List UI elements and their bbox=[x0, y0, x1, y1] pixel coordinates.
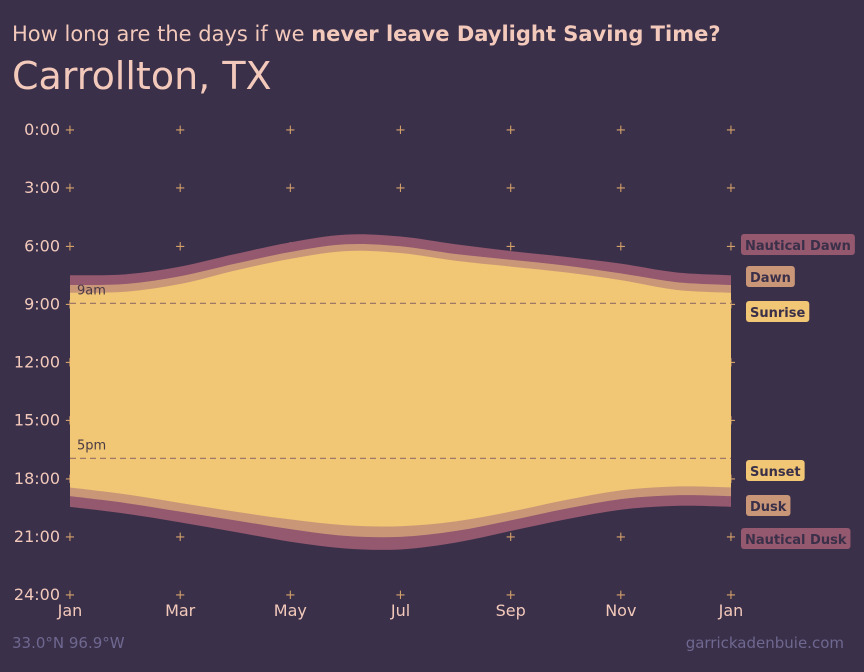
series-label-text: Nautical Dusk bbox=[745, 533, 847, 548]
series-label-box bbox=[741, 528, 851, 549]
subtitle-plain: How long are the days if we bbox=[12, 22, 312, 46]
series-label-dawn: Dawn bbox=[746, 266, 795, 287]
grid-marker: + bbox=[615, 123, 626, 138]
grid-marker: + bbox=[505, 588, 516, 603]
series-label-text: Nautical Dawn bbox=[745, 239, 851, 254]
reference-lines: 9am 5pm bbox=[70, 283, 731, 460]
series-label-text: Dawn bbox=[750, 271, 791, 286]
credit-link[interactable]: garrickadenbuie.com bbox=[685, 634, 844, 652]
y-tick-label: 18:00 bbox=[14, 469, 60, 488]
grid-marker: + bbox=[65, 239, 76, 254]
chart-title: Carrollton, TX bbox=[12, 54, 272, 98]
series-label-box bbox=[746, 495, 791, 516]
y-tick-label: 6:00 bbox=[24, 236, 60, 255]
x-axis: Jan Mar May Jul Sep Nov Jan bbox=[57, 601, 744, 620]
y-tick-label: 15:00 bbox=[14, 411, 60, 430]
chart-subtitle: How long are the days if we never leave … bbox=[12, 22, 721, 46]
series-label-text: Sunset bbox=[750, 465, 801, 480]
x-tick-label: Jan bbox=[718, 601, 744, 620]
series-label-dusk: Dusk bbox=[746, 495, 791, 516]
series-label-text: Sunrise bbox=[750, 306, 805, 321]
series-label-box bbox=[746, 301, 810, 322]
grid-marker: + bbox=[726, 181, 737, 196]
grid-marker: + bbox=[65, 530, 76, 545]
y-tick-label: 9:00 bbox=[24, 294, 60, 313]
grid-marker: + bbox=[285, 588, 296, 603]
grid-marker: + bbox=[505, 239, 516, 254]
grid-marker: + bbox=[285, 181, 296, 196]
grid-marker: + bbox=[505, 181, 516, 196]
grid-marker: + bbox=[175, 123, 186, 138]
grid-marker: + bbox=[175, 181, 186, 196]
grid-marker: + bbox=[175, 530, 186, 545]
series-label-box bbox=[741, 234, 855, 255]
grid-marker: + bbox=[615, 239, 626, 254]
grid-marker: + bbox=[175, 588, 186, 603]
x-tick-label: Mar bbox=[165, 601, 196, 620]
x-tick-label: Nov bbox=[605, 601, 636, 620]
y-tick-label: 3:00 bbox=[24, 178, 60, 197]
series-label-box bbox=[746, 460, 805, 481]
daylight-band bbox=[70, 250, 731, 527]
grid-marker: + bbox=[615, 588, 626, 603]
series-label-box bbox=[746, 266, 795, 287]
y-tick-label: 12:00 bbox=[14, 353, 60, 372]
grid-marker: + bbox=[615, 181, 626, 196]
x-tick-label: Jul bbox=[390, 601, 410, 620]
series-label-text: Dusk bbox=[750, 500, 787, 515]
series-label-sunset: Sunset bbox=[746, 460, 805, 481]
grid-marker: + bbox=[395, 181, 406, 196]
grid-marker: + bbox=[65, 123, 76, 138]
x-tick-label: Sep bbox=[496, 601, 526, 620]
grid-marker: + bbox=[395, 123, 406, 138]
grid-marker: + bbox=[175, 239, 186, 254]
location-coordinates: 33.0°N 96.9°W bbox=[12, 634, 125, 652]
x-tick-label: Jan bbox=[57, 601, 83, 620]
grid-marker: + bbox=[726, 530, 737, 545]
reference-line-label: 9am bbox=[77, 283, 106, 298]
grid-marker: + bbox=[395, 588, 406, 603]
y-tick-label: 21:00 bbox=[14, 527, 60, 546]
series-label-sunrise: Sunrise bbox=[746, 301, 810, 322]
grid-marker: + bbox=[615, 530, 626, 545]
grid-marker: + bbox=[726, 239, 737, 254]
grid-marker: + bbox=[65, 181, 76, 196]
x-tick-label: May bbox=[274, 601, 307, 620]
grid-marker: + bbox=[726, 588, 737, 603]
grid-marker: + bbox=[285, 123, 296, 138]
y-tick-label: 24:00 bbox=[14, 585, 60, 604]
grid-marker: + bbox=[505, 530, 516, 545]
subtitle-bold: never leave Daylight Saving Time? bbox=[311, 22, 721, 46]
daylight-bands bbox=[70, 234, 731, 550]
series-label-nautical-dawn: Nautical Dawn bbox=[741, 234, 855, 255]
series-label-nautical-dusk: Nautical Dusk bbox=[741, 528, 851, 549]
grid-marker: + bbox=[505, 123, 516, 138]
series-labels: Nautical Dawn Dawn Sunrise Sunset Dusk Nautic… bbox=[741, 234, 855, 549]
grid-marker: + bbox=[65, 588, 76, 603]
reference-line-label: 5pm bbox=[77, 438, 106, 453]
y-axis: 0:00 3:00 6:00 9:00 12:00 15:00 18:00 21:00 24:0… bbox=[14, 120, 60, 604]
y-tick-label: 0:00 bbox=[24, 120, 60, 139]
grid-marker: + bbox=[726, 123, 737, 138]
